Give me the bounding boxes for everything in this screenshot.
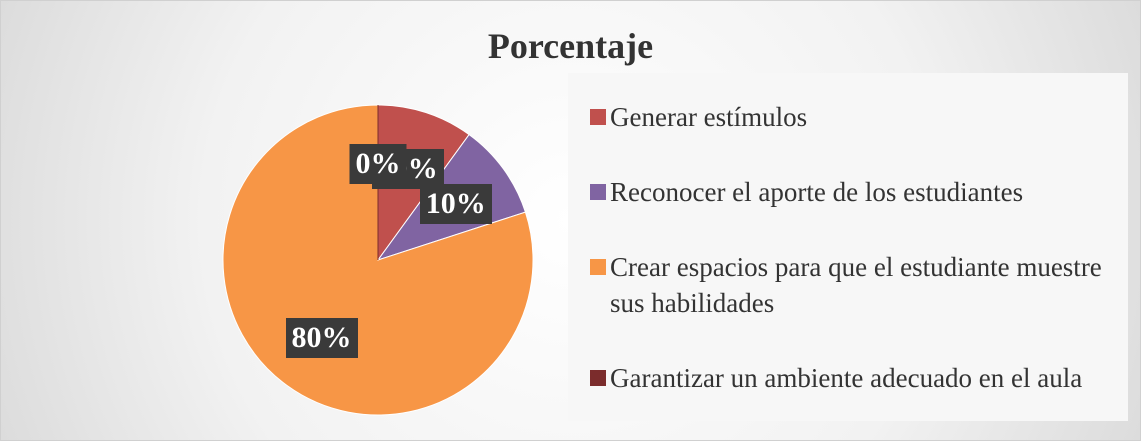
data-label: 80%	[285, 317, 358, 358]
data-label: 10%	[419, 183, 492, 224]
legend-swatch	[590, 369, 606, 386]
legend-label: Garantizar un ambiente adecuado en el au…	[610, 362, 1083, 393]
legend-item: Garantizar un ambiente adecuado en el au…	[590, 360, 1128, 396]
legend-item: Reconocer el aporte de los estudiantes	[590, 174, 1128, 210]
legend-label: Crear espacios para que el estudiante mu…	[610, 251, 1102, 318]
legend-swatch	[590, 183, 606, 200]
legend-swatch	[590, 258, 606, 275]
data-label: 0%	[349, 143, 407, 184]
legend-item: Generar estímulos	[590, 99, 1128, 135]
legend: Generar estímulos Reconocer el aporte de …	[568, 73, 1128, 421]
chart-title: Porcentaje	[487, 26, 654, 66]
legend-item: Crear espacios para que el estudiante mu…	[590, 249, 1128, 321]
legend-swatch	[590, 108, 606, 125]
legend-label: Generar estímulos	[610, 101, 808, 132]
legend-label: Reconocer el aporte de los estudiantes	[610, 176, 1024, 207]
